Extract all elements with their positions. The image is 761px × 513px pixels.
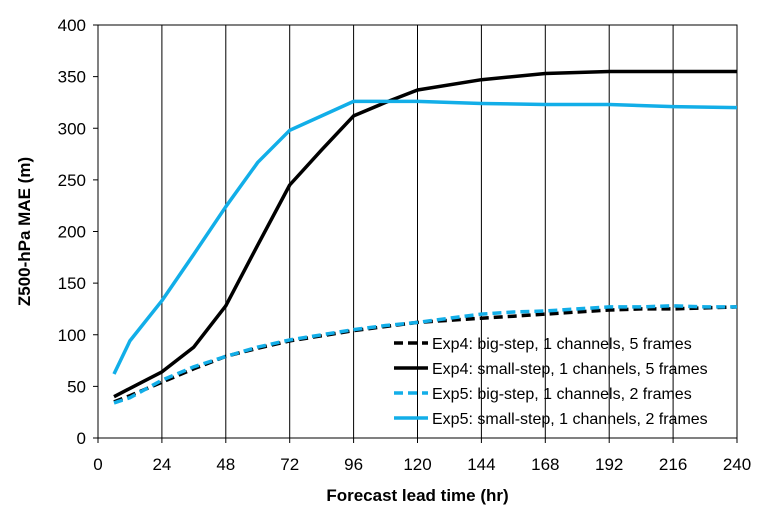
y-tick-label: 0 — [77, 429, 86, 448]
legend-label-2: Exp4: small-step, 1 channels, 5 frames — [432, 361, 708, 378]
y-tick-label: 50 — [67, 377, 86, 396]
x-tick-label: 0 — [93, 455, 102, 474]
gridlines — [161, 25, 674, 438]
series-line-2 — [113, 69, 737, 399]
legend-label-3: Exp5: big-step, 1 channels, 2 frames — [432, 386, 692, 403]
legend-label-4: Exp5: small-step, 1 channels, 2 frames — [432, 411, 708, 428]
y-axis-title: Z500-hPa MAE (m) — [15, 157, 34, 306]
x-tick-label: 168 — [531, 455, 559, 474]
y-tick-label: 200 — [58, 223, 86, 242]
x-tick-label: 24 — [152, 455, 171, 474]
x-tick-label: 144 — [467, 455, 495, 474]
legend-label-1: Exp4: big-step, 1 channels, 5 frames — [432, 336, 692, 353]
y-tick-label: 100 — [58, 326, 86, 345]
x-tick-label: 192 — [595, 455, 623, 474]
y-tick-label: 400 — [58, 16, 86, 35]
y-tick-label: 150 — [58, 274, 86, 293]
x-tick-label: 48 — [216, 455, 235, 474]
tick-labels: 0 50 100 150 200 250 300 350 400 0 24 48 72 96 120 144 1… — [58, 16, 752, 474]
x-tick-label: 240 — [723, 455, 751, 474]
x-tick-label: 216 — [659, 455, 687, 474]
x-tick-label: 96 — [344, 455, 363, 474]
y-tick-label: 250 — [58, 171, 86, 190]
x-axis-title: Forecast lead time (hr) — [326, 486, 508, 505]
series-layer — [112, 69, 738, 405]
y-tick-label: 350 — [58, 68, 86, 87]
series-line-3 — [113, 304, 737, 405]
y-tick-label: 300 — [58, 119, 86, 138]
legend: Exp4: big-step, 1 channels, 5 frames Exp4… — [394, 336, 708, 428]
x-tick-label: 72 — [280, 455, 299, 474]
series-line-4 — [112, 99, 738, 375]
x-tick-label: 120 — [403, 455, 431, 474]
